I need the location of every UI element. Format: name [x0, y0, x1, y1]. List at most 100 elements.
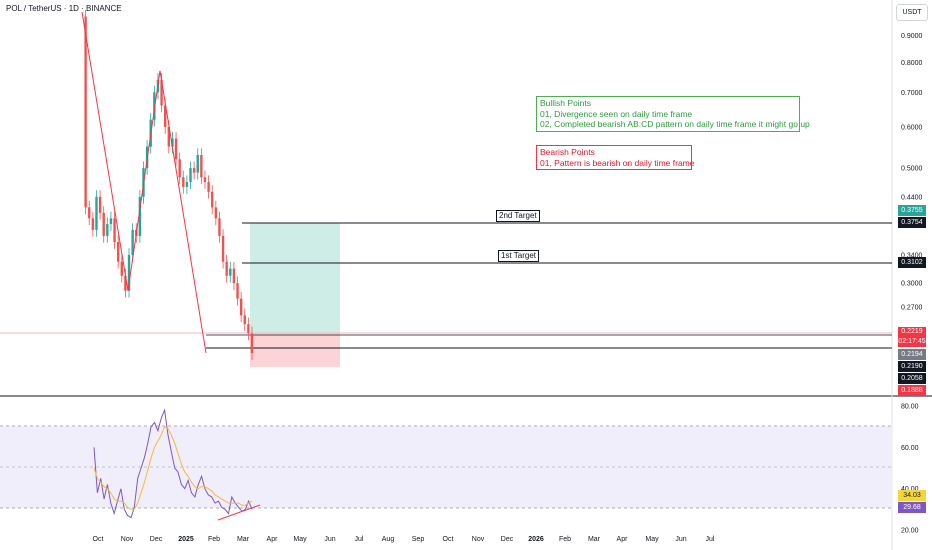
candle-body — [88, 207, 91, 219]
time-tick-label: Jun — [675, 536, 687, 543]
bullish-line: 01, Divergence seen on daily time frame — [540, 108, 693, 119]
time-tick-label: Sep — [411, 536, 425, 543]
price-tick-label: 0.4400 — [901, 194, 923, 201]
bullish-title: Bullish Points — [540, 98, 592, 108]
candle-body — [229, 268, 232, 276]
bullish-line: 02, Completed bearish AB:CD pattern on d… — [540, 119, 810, 129]
bearish-note: Bearish Points 01, Pattern is bearish on… — [536, 145, 695, 170]
candle-body — [160, 79, 163, 106]
time-tick-label: May — [293, 536, 307, 543]
candle-body — [167, 127, 171, 147]
rsi-line — [93, 408, 253, 519]
time-tick-label: Dec — [149, 536, 163, 543]
target-2-price-tag: 0.3755 — [898, 205, 926, 216]
price-tick-label: 0.6000 — [901, 125, 923, 132]
candle-body — [106, 224, 109, 236]
candle-body — [116, 242, 120, 262]
candle-body — [189, 168, 192, 183]
price-tick-label: 0.2700 — [901, 304, 923, 311]
candle-body — [196, 154, 199, 173]
candle-body — [232, 268, 236, 284]
rsi-tick-label: 60.00 — [901, 445, 919, 452]
candle-body — [203, 177, 207, 183]
candle-body — [153, 92, 156, 120]
candle-body — [200, 154, 203, 178]
candle-body — [84, 16, 87, 208]
time-tick-label: May — [645, 536, 659, 543]
rsi-y-axis: 80.00 60.00 40.00 20.00 — [901, 404, 919, 535]
currency-button[interactable]: USDT — [896, 4, 928, 21]
rsi-ma-tag: 34.03 — [898, 490, 926, 501]
time-tick-label: Nov — [120, 536, 134, 543]
chart-title: POL / TetherUS · 1D · BINANCE — [6, 4, 122, 13]
price-tick-label: 0.9000 — [901, 33, 923, 40]
candle-body — [236, 283, 239, 299]
candle-body — [127, 254, 131, 291]
time-tick-label: Mar — [587, 536, 601, 543]
time-tick-label: Mar — [236, 536, 250, 543]
candle-body — [239, 298, 243, 316]
last-price: 0.2219 — [901, 328, 923, 335]
candle-body — [109, 218, 113, 225]
candle-body — [185, 182, 189, 187]
price-candles — [84, 9, 254, 360]
time-tick-label: Feb — [558, 536, 572, 543]
time-tick-label: Nov — [471, 536, 485, 543]
rsi-tick-label: 80.00 — [901, 404, 919, 411]
candle-body — [131, 229, 134, 255]
candle-body — [113, 218, 116, 243]
candle-body — [247, 324, 250, 334]
candle-body — [207, 182, 210, 192]
time-tick-label: Dec — [500, 536, 514, 543]
last-price-tag: 0.2219 02:17:45 — [898, 327, 926, 347]
candle-body — [218, 218, 221, 236]
candle-body — [120, 261, 123, 276]
candle-body — [178, 159, 181, 178]
time-tick-label: 2025 — [178, 536, 194, 543]
price-tick-label: 0.7000 — [901, 90, 923, 97]
price-tick-label: 0.3000 — [901, 281, 923, 288]
target-1-label: 1st Target — [498, 250, 539, 262]
zone-bottom-price-tag: 0.1888 — [898, 385, 926, 396]
target-zone — [250, 223, 340, 333]
target-2-level-tag: 0.3754 — [898, 217, 926, 228]
time-tick-label: Oct — [92, 536, 104, 543]
candle-body — [102, 212, 105, 236]
candle-body — [163, 105, 167, 128]
rsi-divergence-line — [217, 504, 261, 521]
candle-body — [138, 196, 142, 236]
level-price-tag: 0.2190 — [898, 361, 926, 372]
time-tick-label: Jul — [705, 536, 715, 543]
candle-body — [124, 275, 127, 291]
candle-body — [250, 333, 254, 353]
grey-price-tag: 0.2194 — [898, 349, 926, 360]
time-tick-label: 2026 — [528, 536, 544, 543]
bearish-title: Bearish Points — [540, 147, 595, 157]
candle-body — [243, 315, 246, 325]
candle-body — [171, 138, 174, 147]
abcd-pattern-line — [81, 11, 207, 354]
candle-body — [182, 177, 185, 187]
time-tick-label: Apr — [266, 536, 278, 543]
price-tick-label: 0.3400 — [901, 252, 923, 259]
bar-countdown: 02:17:45 — [898, 337, 926, 345]
candle-body — [98, 196, 102, 213]
stop-price-tag: 0.2058 — [898, 373, 926, 384]
rsi-tick-label: 40.00 — [901, 486, 919, 493]
price-tick-label: 0.5000 — [901, 166, 923, 173]
target-2-label: 2nd Target — [496, 210, 540, 222]
rsi-ma-line — [93, 425, 253, 510]
price-y-axis: 0.9000 0.8000 0.7000 0.6000 0.5000 0.4400 0.34… — [901, 33, 923, 338]
rsi-tag: 29.68 — [898, 502, 926, 513]
candle-body — [95, 196, 98, 230]
bearish-line: 01, Pattern is bearish on daily time fra… — [540, 157, 695, 168]
candle-body — [214, 207, 218, 219]
time-tick-label: Oct — [442, 536, 454, 543]
price-tick-label: 0.8000 — [901, 60, 923, 67]
rsi-panel[interactable]: 80.00 60.00 40.00 20.00 — [0, 404, 919, 535]
rsi-tick-label: 20.00 — [901, 528, 919, 535]
candle-body — [91, 218, 95, 230]
candle-body — [225, 261, 228, 276]
